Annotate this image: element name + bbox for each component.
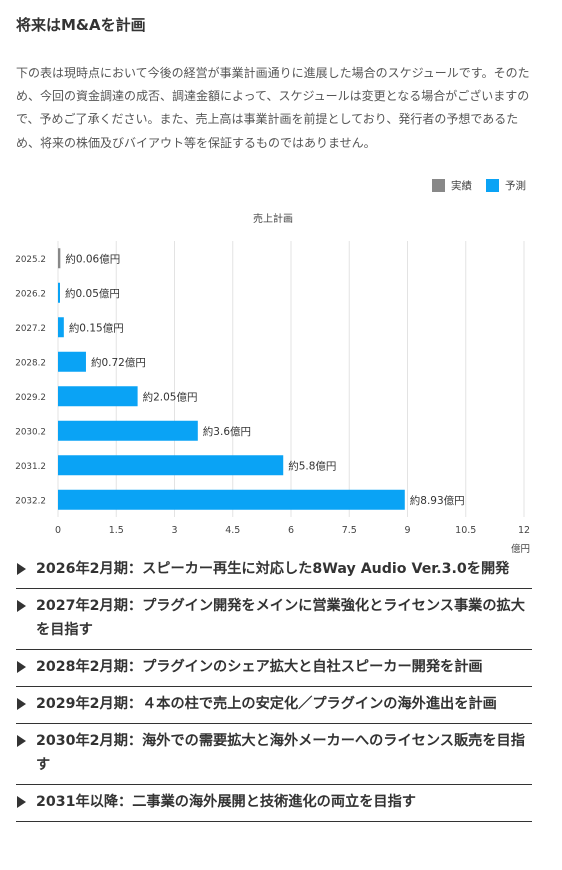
x-tick-label: 7.5: [342, 525, 357, 536]
triangle-bullet-icon: [17, 698, 26, 710]
triangle-bullet-icon: [17, 735, 26, 747]
bar-2030.2: [58, 420, 198, 441]
triangle-bullet-icon: [17, 796, 26, 808]
legend-forecast[interactable]: 予測: [486, 178, 526, 193]
legend-actual[interactable]: 実績: [432, 178, 472, 193]
triangle-bullet-icon: [17, 600, 26, 612]
legend-forecast-swatch: [486, 179, 499, 192]
x-tick-label: 4.5: [225, 525, 240, 536]
milestone-text: 2027年2月期：プラグイン開発をメインに営業強化とライセンス事業の拡大を目指す: [36, 598, 525, 638]
section-title: 将来はM&Aを計画: [16, 16, 146, 34]
chart-title: 売上計画: [253, 212, 293, 225]
x-tick-label: 9: [404, 525, 410, 536]
triangle-bullet-icon: [17, 661, 26, 673]
y-tick-label: 2027.2: [15, 324, 46, 334]
data-label: 約3.6億円: [203, 425, 251, 438]
bar-2026.2: [58, 282, 60, 303]
section-description: 下の表は現時点において今後の経営が事業計画通りに進展した場合のスケジュールです。…: [16, 66, 530, 150]
data-label: 約5.8億円: [288, 459, 336, 472]
y-tick-label: 2032.2: [15, 496, 46, 506]
milestone-text: 2026年2月期：スピーカー再生に対応した8Way Audio Ver.3.0を…: [36, 561, 510, 577]
data-label: 約2.05億円: [143, 390, 198, 403]
bar-2025.2: [58, 248, 61, 269]
y-tick-label: 2031.2: [15, 462, 46, 472]
x-tick-label: 3: [171, 525, 177, 536]
data-label: 約0.06億円: [65, 252, 120, 265]
milestone-item: 2029年2月期：４本の柱で売上の安定化／プラグインの海外進出を計画: [16, 687, 532, 724]
x-tick-label: 1.5: [109, 525, 124, 536]
bar-2031.2: [58, 455, 284, 476]
data-label: 約0.05億円: [65, 287, 120, 300]
x-tick-label: 12: [518, 525, 530, 536]
sales-plan-chart: 売上計画 0 1.5 3 4.5 6 7.5 9 10.5 12 億円 2025.2 約0.06億円 20…: [15, 212, 530, 555]
milestone-text: 2031年以降：二事業の海外展開と技術進化の両立を目指す: [36, 794, 416, 810]
data-label: 約0.72億円: [91, 356, 146, 369]
x-axis-label: 億円: [511, 543, 530, 555]
milestone-text: 2029年2月期：４本の柱で売上の安定化／プラグインの海外進出を計画: [36, 696, 497, 712]
x-tick-label: 10.5: [455, 525, 476, 536]
milestone-item: 2027年2月期：プラグイン開発をメインに営業強化とライセンス事業の拡大を目指す: [16, 589, 532, 650]
milestone-list: 2026年2月期：スピーカー再生に対応した8Way Audio Ver.3.0を…: [16, 552, 532, 822]
bar-2027.2: [58, 317, 64, 338]
y-tick-label: 2030.2: [15, 427, 46, 437]
y-tick-label: 2025.2: [15, 255, 46, 265]
milestone-item: 2030年2月期：海外での需要拡大と海外メーカーへのライセンス販売を目指す: [16, 724, 532, 785]
data-label: 約8.93億円: [410, 494, 465, 507]
data-label: 約0.15億円: [69, 321, 124, 334]
milestone-item: 2028年2月期：プラグインのシェア拡大と自社スピーカー開発を計画: [16, 650, 532, 687]
y-tick-label: 2026.2: [15, 289, 46, 299]
y-tick-label: 2029.2: [15, 393, 46, 403]
milestone-item: 2031年以降：二事業の海外展開と技術進化の両立を目指す: [16, 785, 532, 822]
legend-actual-swatch: [432, 179, 445, 192]
milestone-item: 2026年2月期：スピーカー再生に対応した8Way Audio Ver.3.0を…: [16, 552, 532, 589]
y-tick-label: 2028.2: [15, 358, 46, 368]
milestone-text: 2028年2月期：プラグインのシェア拡大と自社スピーカー開発を計画: [36, 659, 483, 675]
bar-2028.2: [58, 351, 86, 372]
milestone-text: 2030年2月期：海外での需要拡大と海外メーカーへのライセンス販売を目指す: [36, 733, 525, 773]
x-tick-label: 0: [55, 525, 61, 536]
chart-legend: 実績 予測: [418, 178, 526, 193]
triangle-bullet-icon: [17, 563, 26, 575]
legend-forecast-label: 予測: [505, 180, 526, 192]
legend-actual-label: 実績: [451, 180, 472, 192]
bar-2032.2: [58, 489, 405, 510]
bar-2029.2: [58, 386, 138, 407]
x-tick-label: 6: [288, 525, 294, 536]
